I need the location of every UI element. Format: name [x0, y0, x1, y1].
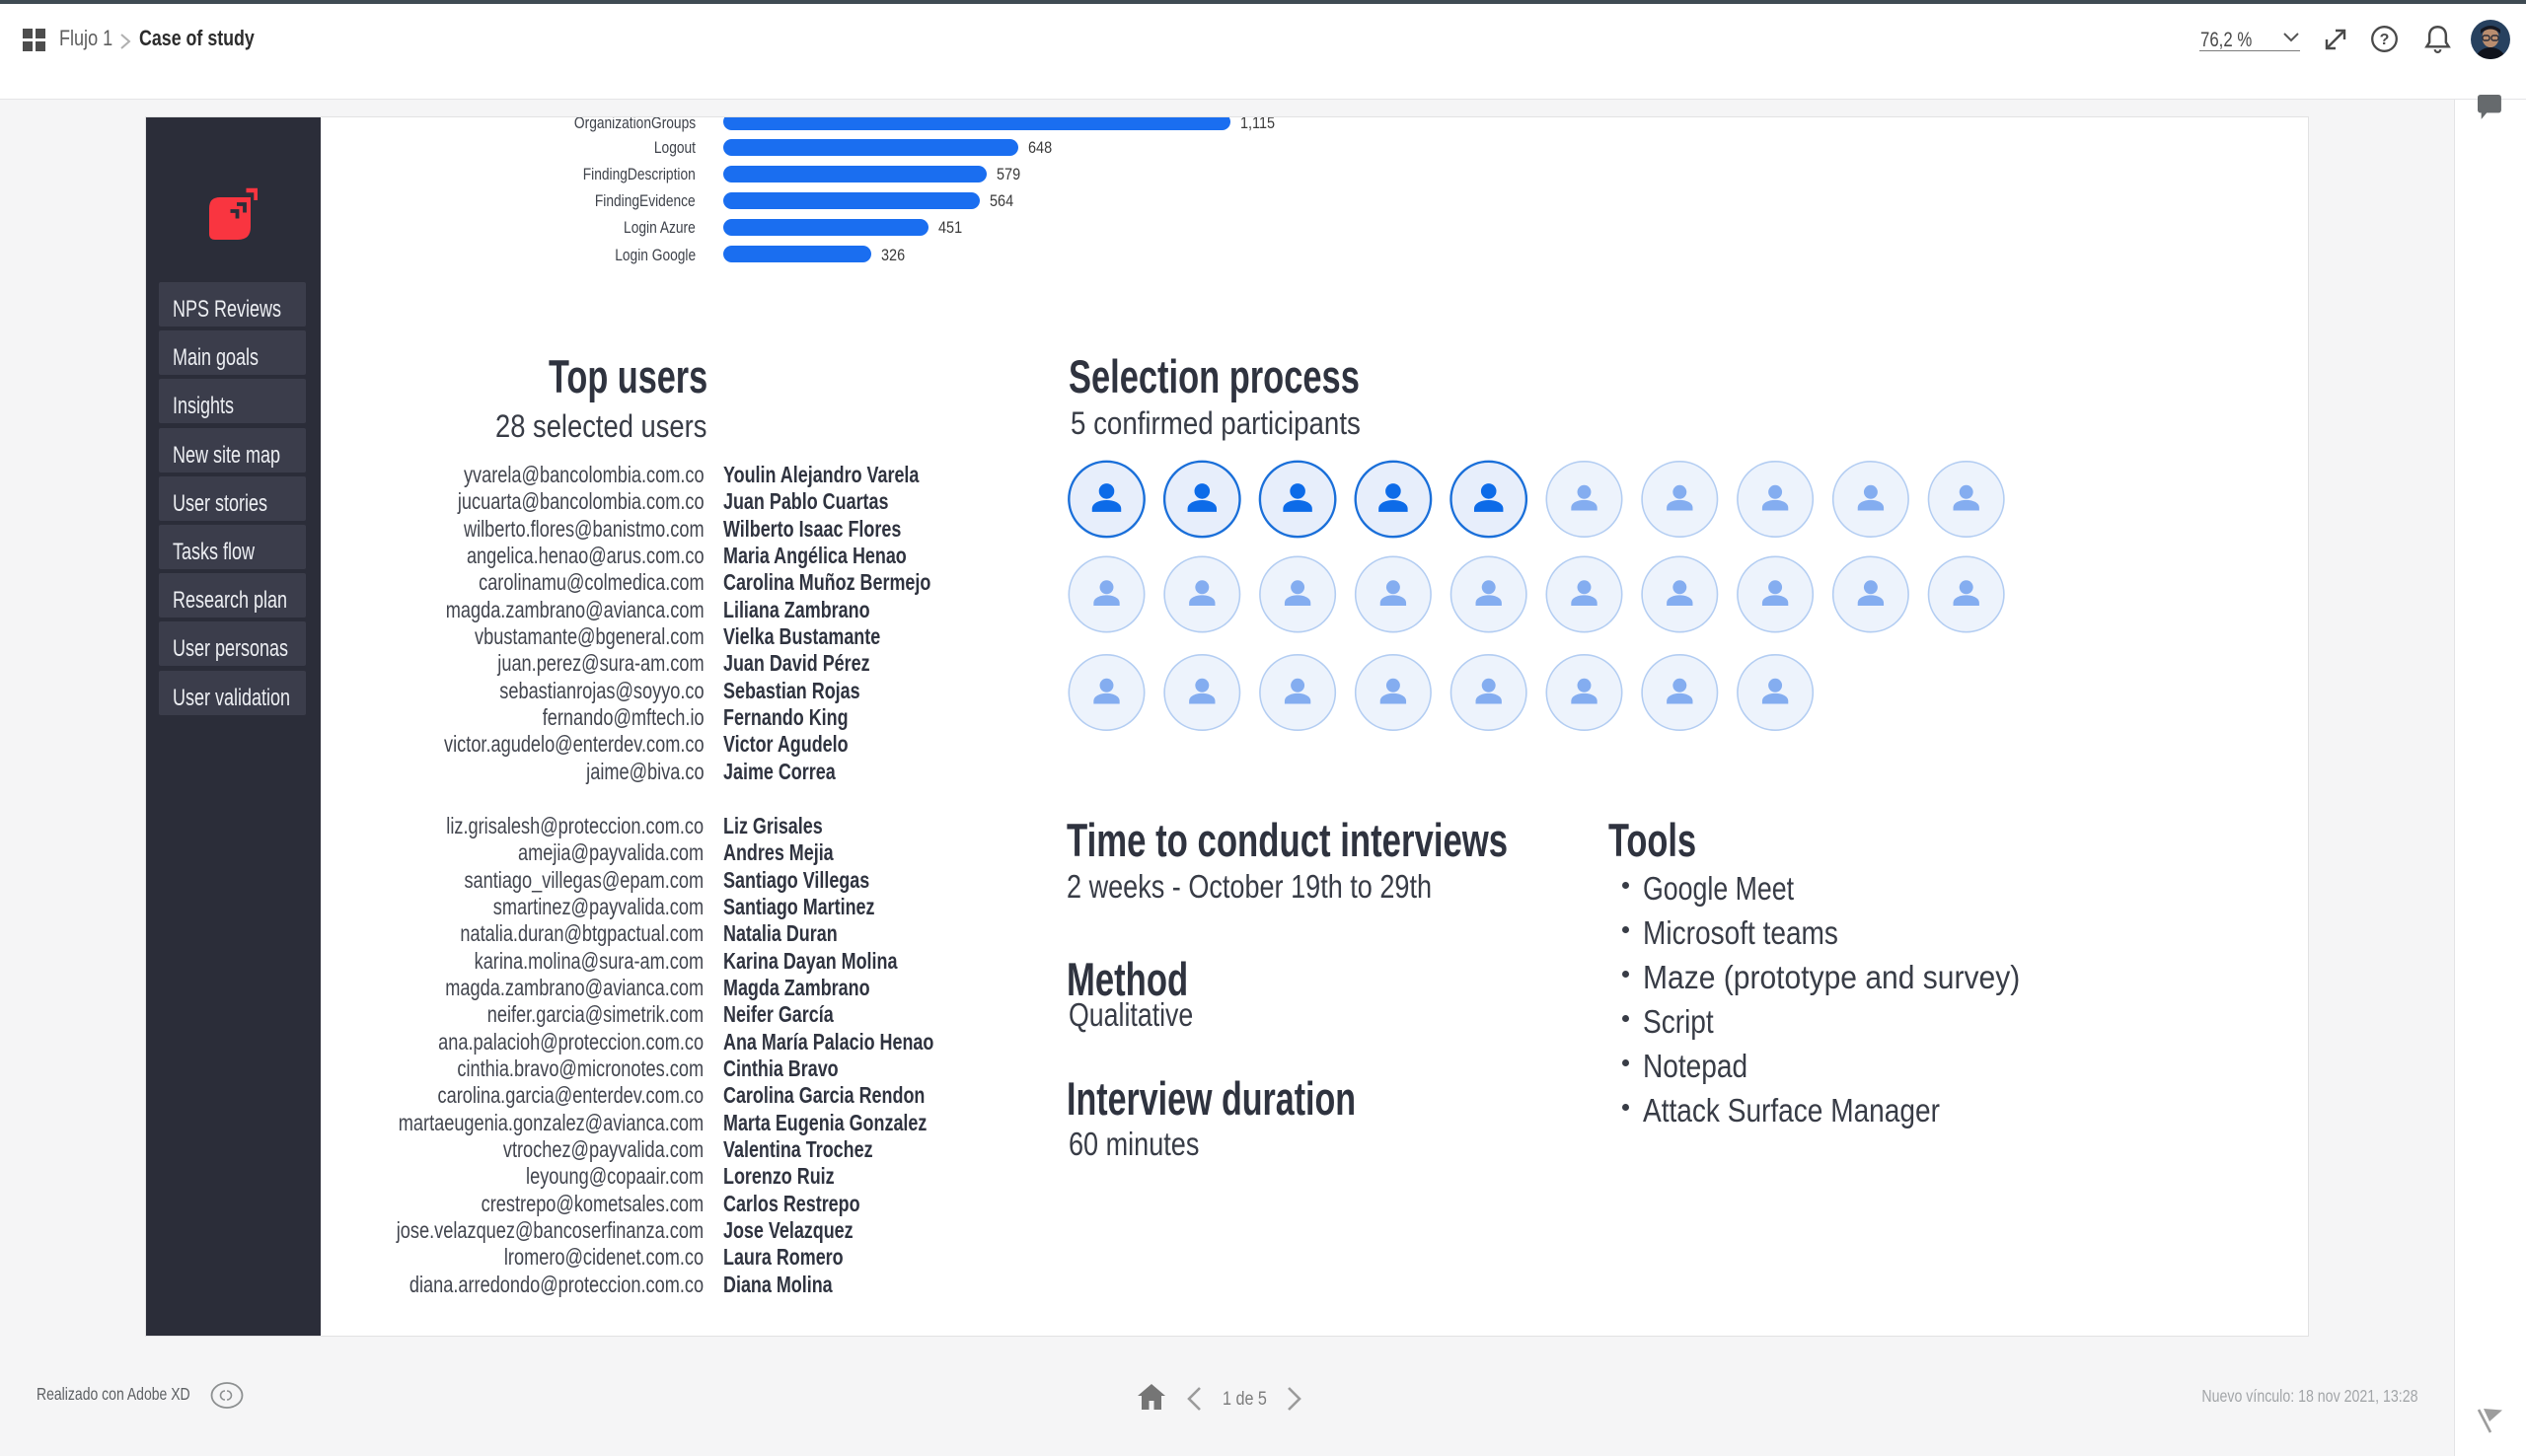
svg-text:?: ? [2380, 32, 2390, 48]
